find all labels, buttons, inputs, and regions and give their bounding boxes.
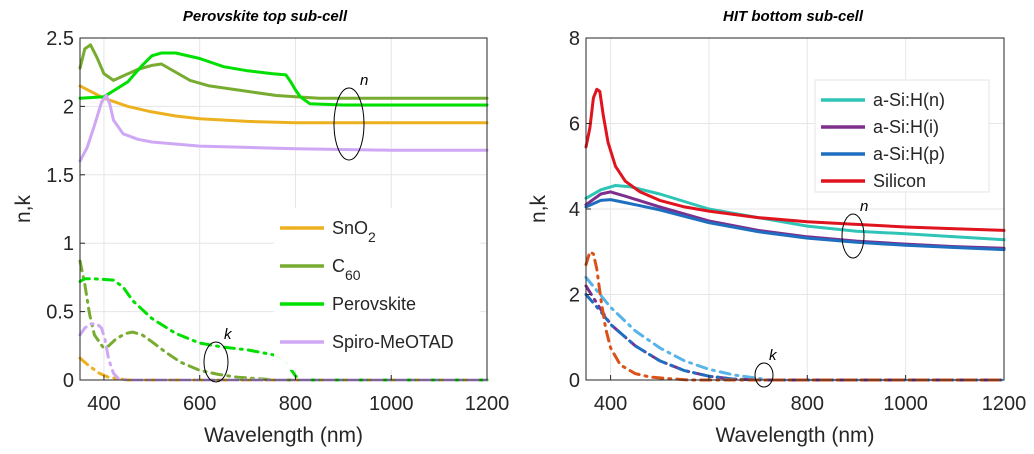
annotation-ellipse: [203, 341, 229, 383]
x-tick-label: 1000: [883, 393, 928, 415]
legend-subscript: 60: [345, 267, 361, 283]
y-tick-label: 1: [63, 233, 74, 255]
y-tick-label: 0: [569, 370, 580, 392]
x-tick-label: 600: [692, 393, 725, 415]
y-tick-label: 1.5: [46, 165, 74, 187]
legend-label: a-Si:H(n): [873, 90, 945, 110]
x-tick-label: 400: [594, 393, 627, 415]
panel-title: Perovskite top sub-cell: [183, 8, 348, 25]
series-line: [78, 277, 489, 382]
annotation-label: n: [860, 198, 868, 215]
x-tick-label: 1000: [369, 393, 414, 415]
y-axis-label: n,k: [12, 194, 35, 223]
x-axis-label: Wavelength (nm): [715, 424, 874, 447]
x-tick-label: 800: [279, 393, 312, 415]
y-tick-label: 8: [569, 28, 580, 50]
series-line: [584, 87, 1006, 232]
annotation-ellipse: [841, 213, 865, 259]
legend-subscript: 2: [368, 229, 376, 245]
annotation-label: n: [360, 72, 368, 89]
y-ticks: 0 2 4 6 8: [569, 28, 591, 392]
y-tick-label: 4: [569, 199, 580, 221]
annotation-label: k: [224, 326, 233, 343]
series-line: [78, 51, 489, 107]
annotation-ellipse: [333, 87, 365, 161]
series-line: [584, 198, 1006, 252]
series-line: [78, 259, 489, 382]
series-line: [584, 293, 1006, 382]
legend-label: a-Si:H(i): [873, 117, 939, 137]
legend-label: a-Si:H(p): [873, 144, 945, 164]
y-tick-label: 2: [63, 96, 74, 118]
x-ticks: 400 600 800 1000 1200: [594, 375, 1026, 415]
series-line: [584, 275, 1006, 382]
panel-title: HIT bottom sub-cell: [723, 8, 864, 25]
x-tick-label: 1200: [982, 393, 1027, 415]
series-line: [78, 43, 489, 100]
panel-perovskite: Perovskite top sub-cell 400 600 800 1000 120…: [12, 8, 509, 447]
y-tick-label: 6: [569, 114, 580, 136]
x-tick-label: 1200: [465, 393, 510, 415]
x-ticks: 400 600 800 1000 1200: [87, 375, 509, 415]
x-tick-label: 600: [183, 393, 216, 415]
annotations: nk: [754, 198, 868, 388]
plot-frame: [79, 37, 488, 381]
series-line: [584, 284, 1006, 382]
x-tick-label: 400: [87, 393, 120, 415]
series-line: [584, 250, 1006, 382]
series-line: [78, 322, 489, 382]
annotations: nk: [203, 72, 368, 383]
series-layer: [78, 43, 489, 382]
annotation-label: k: [769, 347, 778, 364]
series-line: [78, 84, 489, 125]
y-tick-label: 0.5: [46, 302, 74, 324]
legend-label: Silicon: [873, 171, 926, 191]
legend-label: Perovskite: [332, 294, 416, 314]
legend-label: Spiro-MeOTAD: [332, 332, 454, 352]
annotation-ellipse: [754, 362, 774, 388]
y-axis-label: n,k: [527, 194, 550, 223]
panel-hit: HIT bottom sub-cell 400 600 800 1000 1200 0 2…: [527, 8, 1026, 447]
series-line: [584, 184, 1006, 242]
y-tick-label: 2.5: [46, 28, 74, 50]
y-tick-label: 0: [63, 370, 74, 392]
x-axis-label: Wavelength (nm): [204, 424, 363, 447]
y-ticks: 0 0.5 1 1.5 2 2.5: [46, 28, 85, 392]
series-line: [78, 94, 489, 163]
legend: a-Si:H(n) a-Si:H(i) a-Si:H(p) Silicon: [814, 79, 990, 193]
y-tick-label: 2: [569, 285, 580, 307]
x-tick-label: 800: [791, 393, 824, 415]
